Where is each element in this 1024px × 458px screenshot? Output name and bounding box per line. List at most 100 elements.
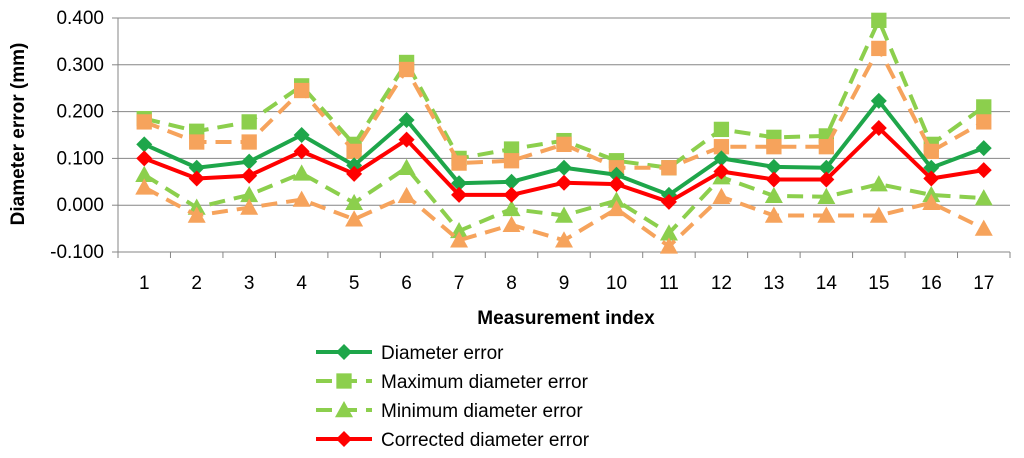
- data-point: [503, 173, 520, 190]
- data-point: [923, 143, 939, 160]
- data-point: [818, 159, 835, 176]
- legend-item: Minimum diameter error: [316, 401, 583, 422]
- x-tick-label: 8: [506, 273, 517, 294]
- data-point: [608, 176, 625, 193]
- data-point: [503, 153, 520, 169]
- data-point: [817, 206, 836, 223]
- data-point: [869, 175, 888, 192]
- series-line: [143, 46, 985, 170]
- data-point: [765, 158, 782, 175]
- data-point: [240, 198, 259, 215]
- data-point: [136, 114, 152, 130]
- data-point: [398, 61, 415, 78]
- axes: [112, 17, 1011, 258]
- data-point: [869, 206, 888, 223]
- x-tick-label: 13: [763, 273, 784, 294]
- data-point: [241, 167, 258, 184]
- data-point: [974, 189, 993, 206]
- data-point: [188, 159, 205, 176]
- data-point: [502, 199, 521, 217]
- data-point: [292, 190, 311, 207]
- data-point: [397, 186, 416, 204]
- data-point: [240, 185, 259, 203]
- data-point: [450, 231, 469, 248]
- data-point: [187, 206, 206, 223]
- legend-label: Diameter error: [381, 343, 504, 364]
- x-tick-label: 6: [401, 273, 412, 294]
- legend-marker: [335, 401, 353, 418]
- x-tick-label: 9: [559, 273, 570, 294]
- data-point: [241, 114, 257, 130]
- x-tick-label: 11: [659, 273, 679, 294]
- data-point: [293, 82, 310, 99]
- x-tick-label: 14: [816, 273, 838, 294]
- legend: Diameter error Maximum diameter error Mini…: [316, 343, 590, 451]
- data-point: [974, 219, 993, 236]
- data-point: [764, 206, 783, 223]
- data-point: [817, 187, 836, 204]
- x-tick-label: 2: [191, 273, 202, 294]
- series-5: [136, 119, 992, 210]
- data-point: [870, 92, 887, 109]
- data-point: [135, 165, 154, 182]
- data-point: [975, 140, 992, 157]
- data-point: [346, 165, 363, 182]
- data-point: [871, 12, 887, 28]
- data-point: [607, 191, 626, 208]
- x-tick-label: 7: [454, 273, 465, 294]
- data-point: [660, 193, 677, 210]
- data-point: [397, 158, 416, 175]
- legend-item: Diameter error: [316, 343, 504, 364]
- y-tick-label: 0.200: [56, 102, 104, 123]
- data-point: [923, 159, 940, 176]
- y-tick-label: 0.100: [56, 148, 104, 169]
- series-0: [136, 92, 992, 203]
- data-point: [976, 99, 992, 115]
- x-tick-label: 16: [921, 273, 942, 294]
- data-point: [555, 231, 573, 248]
- data-point: [451, 186, 468, 203]
- data-point: [870, 119, 887, 136]
- data-point: [871, 40, 887, 57]
- y-tick-label: -0.100: [50, 242, 104, 263]
- data-point: [556, 136, 572, 153]
- y-tick-labels: -0.100 0.000 0.100 0.200 0.300 0.400: [50, 8, 104, 263]
- data-point: [292, 164, 311, 181]
- data-point: [555, 206, 573, 223]
- data-point: [713, 150, 730, 167]
- data-point: [922, 193, 941, 211]
- x-tick-label: 15: [868, 273, 889, 294]
- x-tick-label: 10: [606, 273, 627, 294]
- data-point: [345, 210, 364, 227]
- x-tick-labels: 1 2 3 4 5 6 7 8 9 10 11 12 13 14 15 16 17: [139, 273, 994, 294]
- data-point: [346, 143, 362, 160]
- x-tick-label: 1: [139, 273, 150, 294]
- data-point: [766, 139, 782, 155]
- legend-item: Maximum diameter error: [316, 372, 589, 393]
- data-point: [503, 186, 520, 203]
- y-axis-title: Diameter error (mm): [8, 43, 29, 226]
- series-4: [135, 178, 993, 254]
- data-point: [189, 134, 205, 150]
- data-point: [712, 187, 731, 204]
- data-point: [818, 139, 835, 155]
- x-tick-label: 5: [349, 273, 360, 294]
- legend-marker: [336, 344, 352, 360]
- data-point: [188, 170, 205, 187]
- data-point: [659, 237, 678, 254]
- legend-label: Corrected diameter error: [381, 430, 590, 451]
- data-point: [764, 186, 783, 204]
- data-point: [451, 175, 468, 192]
- legend-marker: [336, 373, 352, 389]
- data-point: [503, 141, 520, 157]
- data-point: [136, 150, 153, 167]
- x-tick-label: 4: [296, 273, 307, 294]
- data-point: [451, 155, 467, 171]
- data-point: [923, 170, 940, 187]
- x-tick-label: 3: [244, 273, 255, 294]
- x-tick-label: 17: [973, 273, 994, 294]
- x-tick-label: 12: [711, 273, 732, 294]
- data-point: [502, 215, 521, 233]
- data-point: [975, 162, 992, 179]
